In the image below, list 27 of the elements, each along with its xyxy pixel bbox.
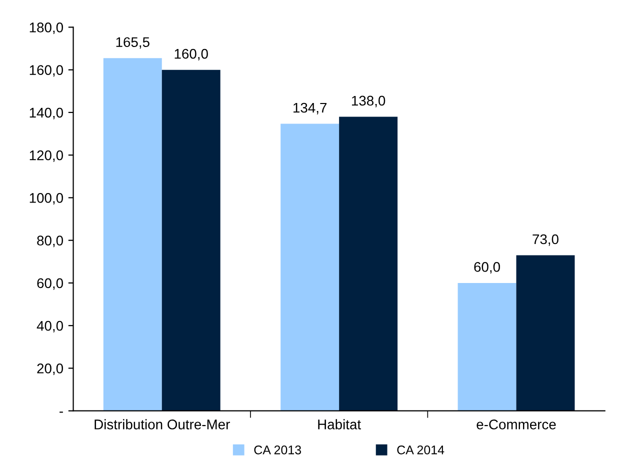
data-label: 134,7 <box>294 102 327 114</box>
data-label: 60,0 <box>474 262 500 274</box>
bar <box>162 70 220 411</box>
legend-label: CA 2014 <box>397 446 444 454</box>
y-tick-label: 140,0 <box>30 108 64 120</box>
x-tick-label: e-Commerce <box>476 420 556 430</box>
bar <box>103 58 162 411</box>
data-label: 138,0 <box>352 96 386 108</box>
y-tick-label: - <box>60 412 63 413</box>
y-tick-label: 40,0 <box>36 320 64 332</box>
x-tick-label: Distribution Outre-Mer <box>94 419 230 430</box>
y-tick-label: 120,0 <box>30 150 64 162</box>
bar <box>339 116 398 411</box>
bar <box>458 282 516 411</box>
bar <box>280 124 340 411</box>
y-tick-label: 20,0 <box>37 364 64 376</box>
y-tick-label: 80,0 <box>37 236 64 248</box>
y-tick-label: 60,0 <box>37 278 64 290</box>
y-tick-label: 100,0 <box>30 193 64 205</box>
y-tick-label: 180,0 <box>30 22 64 34</box>
data-label: 73,0 <box>532 234 558 246</box>
data-label: 160,0 <box>174 48 208 60</box>
y-tick-label: 160,0 <box>30 65 64 77</box>
x-tick-label: Habitat <box>318 419 361 430</box>
legend-label: CA 2013 <box>254 446 302 454</box>
data-label: 165,5 <box>116 37 150 49</box>
bar <box>516 255 575 411</box>
